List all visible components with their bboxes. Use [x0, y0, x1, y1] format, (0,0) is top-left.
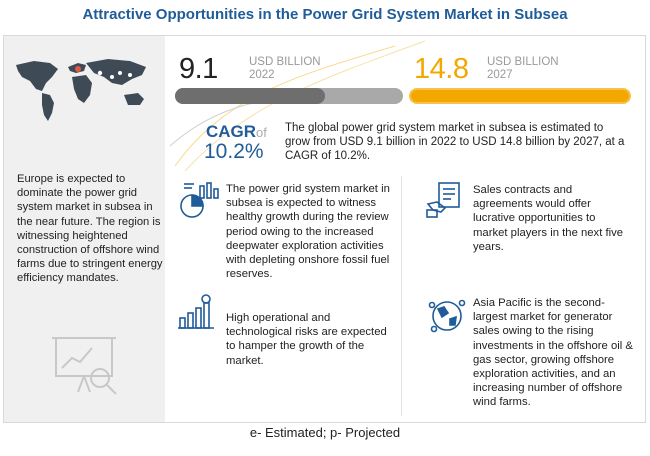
page-title: Attractive Opportunities in the Power Gr… — [82, 6, 568, 23]
market-bar-2027 — [409, 88, 631, 104]
unit-label-2027: USD BILLION — [487, 56, 559, 68]
handshake-contract-icon — [426, 182, 460, 218]
rising-bar-chart-icon — [178, 294, 214, 329]
insight-text-asia-pacific: Asia Pacific is the second-largest marke… — [473, 297, 633, 409]
insight-text-risks: High operational and technological risks… — [226, 312, 387, 367]
market-value-2022: 9.1 — [179, 53, 218, 85]
cagr-label: CAGR — [206, 122, 257, 141]
footnote: e- Estimated; p- Projected — [249, 425, 401, 440]
region-insight-text: Europe is expected to dominate the power… — [17, 173, 163, 285]
world-map-icon — [16, 59, 146, 121]
market-unit-2022: USD BILLION 2022 — [249, 56, 321, 82]
market-unit-2027: USD BILLION 2027 — [487, 56, 559, 82]
cagr-value: 10.2% — [204, 140, 264, 163]
cagr-description: The global power grid system market in s… — [285, 122, 625, 163]
globe-network-icon — [428, 299, 466, 333]
year-label-2022: 2022 — [249, 69, 275, 81]
cagr-of-label: of — [256, 125, 267, 140]
year-label-2027: 2027 — [487, 69, 513, 81]
analytics-board-icon — [52, 337, 117, 395]
unit-label-2022: USD BILLION — [249, 56, 321, 68]
market-bar-2022-fill — [175, 88, 325, 104]
insight-text-contracts: Sales contracts and agreements would off… — [473, 184, 624, 253]
column-divider — [401, 176, 402, 416]
market-value-2027: 14.8 — [414, 53, 469, 85]
pie-chart-icon — [180, 182, 219, 218]
insight-text-growth: The power grid system market in subsea i… — [226, 183, 390, 281]
